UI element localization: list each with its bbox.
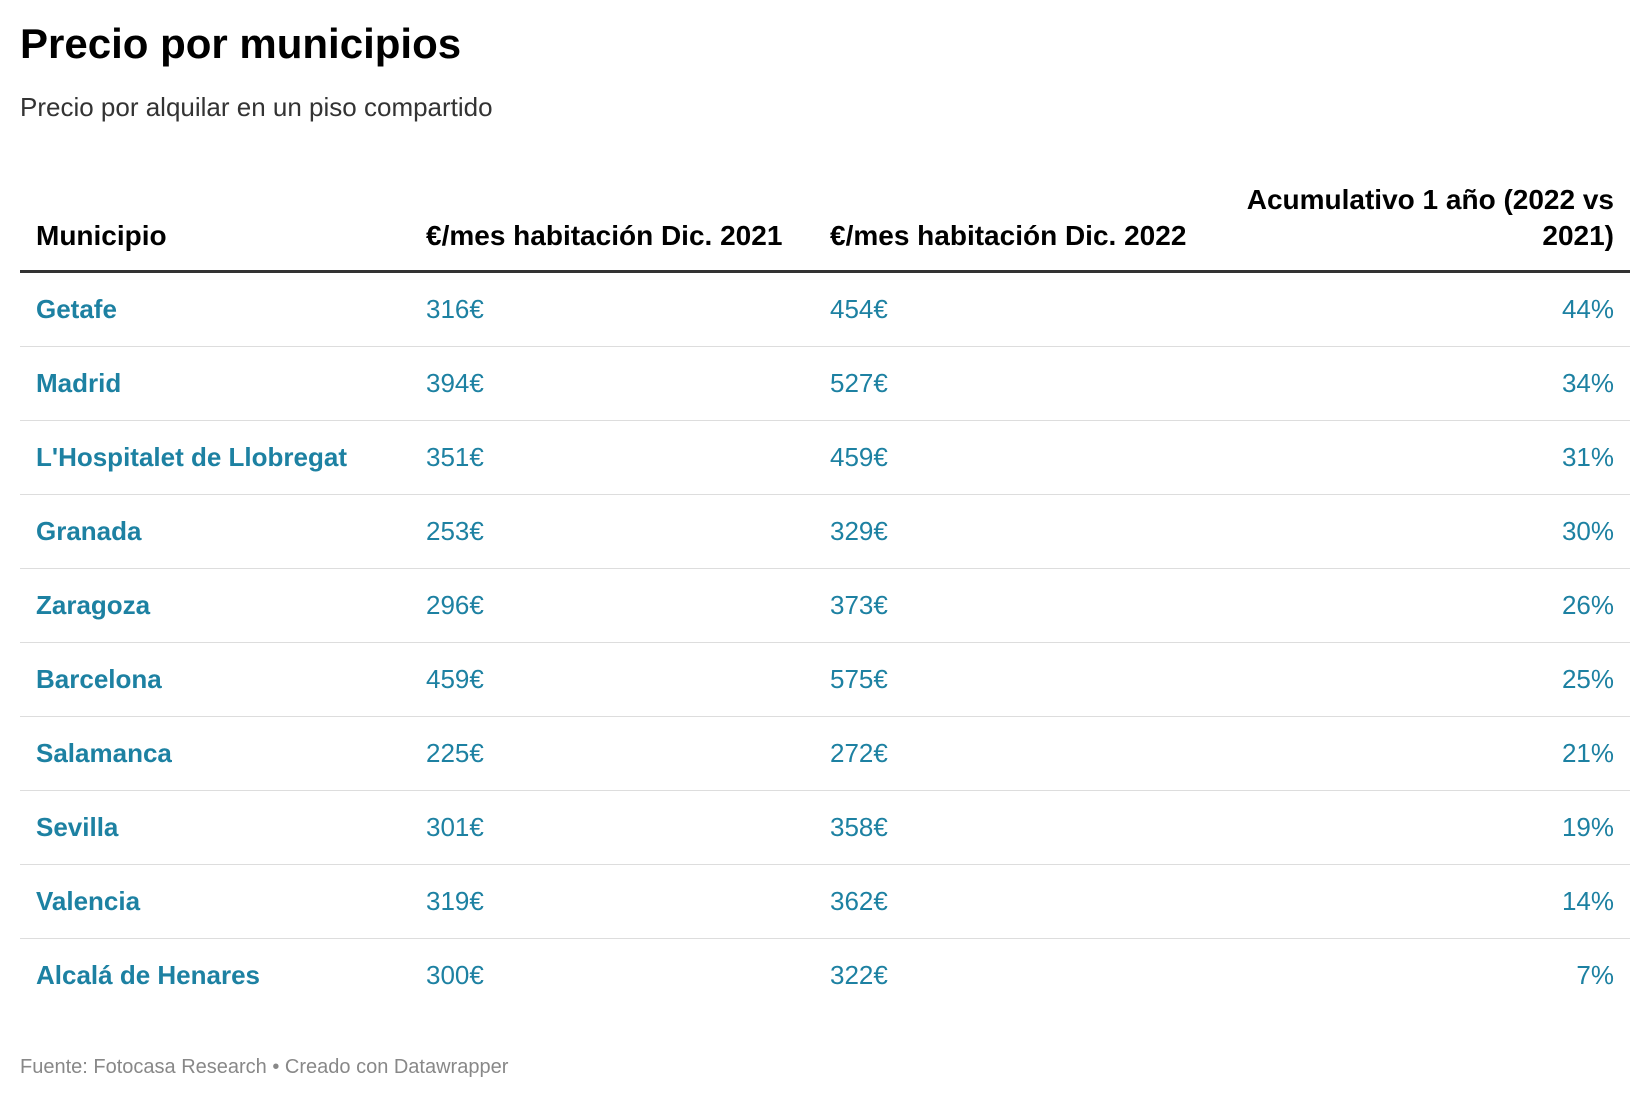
municipio-cell: Salamanca bbox=[20, 716, 410, 791]
price-2021-cell: 319€ bbox=[410, 864, 814, 939]
change-cell: 25% bbox=[1218, 642, 1630, 717]
price-2022-cell: 373€ bbox=[814, 568, 1218, 643]
table-row: Madrid 394€ 527€ 34% bbox=[20, 346, 1630, 421]
table-row: L'Hospitalet de Llobregat 351€ 459€ 31% bbox=[20, 420, 1630, 495]
municipio-cell: Zaragoza bbox=[20, 568, 410, 643]
municipio-cell: Granada bbox=[20, 494, 410, 569]
change-cell: 19% bbox=[1218, 790, 1630, 865]
price-2021-cell: 301€ bbox=[410, 790, 814, 865]
municipio-cell: L'Hospitalet de Llobregat bbox=[20, 420, 410, 495]
change-cell: 26% bbox=[1218, 568, 1630, 643]
change-cell: 21% bbox=[1218, 716, 1630, 791]
header-row: Municipio €/mes habitación Dic. 2021 €/m… bbox=[20, 172, 1630, 273]
table-row: Granada 253€ 329€ 30% bbox=[20, 494, 1630, 569]
price-2022-cell: 575€ bbox=[814, 642, 1218, 717]
price-2021-cell: 394€ bbox=[410, 346, 814, 421]
data-table: Municipio €/mes habitación Dic. 2021 €/m… bbox=[20, 172, 1630, 1012]
column-header-dic-2021[interactable]: €/mes habitación Dic. 2021 bbox=[410, 172, 814, 273]
price-2021-cell: 459€ bbox=[410, 642, 814, 717]
price-2021-cell: 225€ bbox=[410, 716, 814, 791]
price-2022-cell: 272€ bbox=[814, 716, 1218, 791]
source-footer: Fuente: Fotocasa Research • Creado con D… bbox=[20, 1056, 509, 1078]
table-row: Alcalá de Henares 300€ 322€ 7% bbox=[20, 939, 1630, 1013]
column-header-acumulativo[interactable]: Acumulativo 1 año (2022 vs 2021) bbox=[1218, 172, 1630, 273]
chart-subtitle: Precio por alquilar en un piso compartid… bbox=[20, 92, 493, 122]
price-2022-cell: 329€ bbox=[814, 494, 1218, 569]
table-row: Zaragoza 296€ 373€ 26% bbox=[20, 568, 1630, 643]
municipio-cell: Getafe bbox=[20, 271, 410, 347]
table-row: Salamanca 225€ 272€ 21% bbox=[20, 716, 1630, 791]
price-2022-cell: 454€ bbox=[814, 271, 1218, 347]
change-cell: 44% bbox=[1218, 271, 1630, 347]
column-header-dic-2022[interactable]: €/mes habitación Dic. 2022 bbox=[814, 172, 1218, 273]
change-cell: 7% bbox=[1576, 960, 1614, 990]
price-2021-cell: 351€ bbox=[410, 420, 814, 495]
municipio-cell: Barcelona bbox=[20, 642, 410, 717]
table-row: Sevilla 301€ 358€ 19% bbox=[20, 790, 1630, 865]
price-2022-cell: 527€ bbox=[814, 346, 1218, 421]
municipio-cell: Madrid bbox=[20, 346, 410, 421]
table-header: Municipio €/mes habitación Dic. 2021 €/m… bbox=[20, 172, 1630, 273]
change-cell: 34% bbox=[1218, 346, 1630, 421]
chart-title: Precio por municipios bbox=[20, 20, 462, 67]
column-header-municipio[interactable]: Municipio bbox=[20, 172, 410, 273]
change-cell: 30% bbox=[1218, 494, 1630, 569]
price-2022-cell: 358€ bbox=[814, 790, 1218, 865]
change-cell: 14% bbox=[1218, 864, 1630, 939]
price-2022-cell: 322€ bbox=[830, 960, 888, 990]
price-2021-cell: 300€ bbox=[426, 960, 484, 990]
table-row: Barcelona 459€ 575€ 25% bbox=[20, 642, 1630, 717]
price-2021-cell: 296€ bbox=[410, 568, 814, 643]
price-2021-cell: 253€ bbox=[410, 494, 814, 569]
table-row: Getafe 316€ 454€ 44% bbox=[20, 271, 1630, 347]
municipio-cell: Valencia bbox=[20, 864, 410, 939]
municipio-cell: Alcalá de Henares bbox=[36, 960, 261, 990]
price-2022-cell: 459€ bbox=[814, 420, 1218, 495]
table-row: Valencia 319€ 362€ 14% bbox=[20, 864, 1630, 939]
price-2022-cell: 362€ bbox=[814, 864, 1218, 939]
change-cell: 31% bbox=[1218, 420, 1630, 495]
municipio-cell: Sevilla bbox=[20, 790, 410, 865]
price-2021-cell: 316€ bbox=[410, 271, 814, 347]
table-body: Getafe 316€ 454€ 44% Madrid 394€ 527€ 34% L'Hosp… bbox=[20, 271, 1630, 1013]
